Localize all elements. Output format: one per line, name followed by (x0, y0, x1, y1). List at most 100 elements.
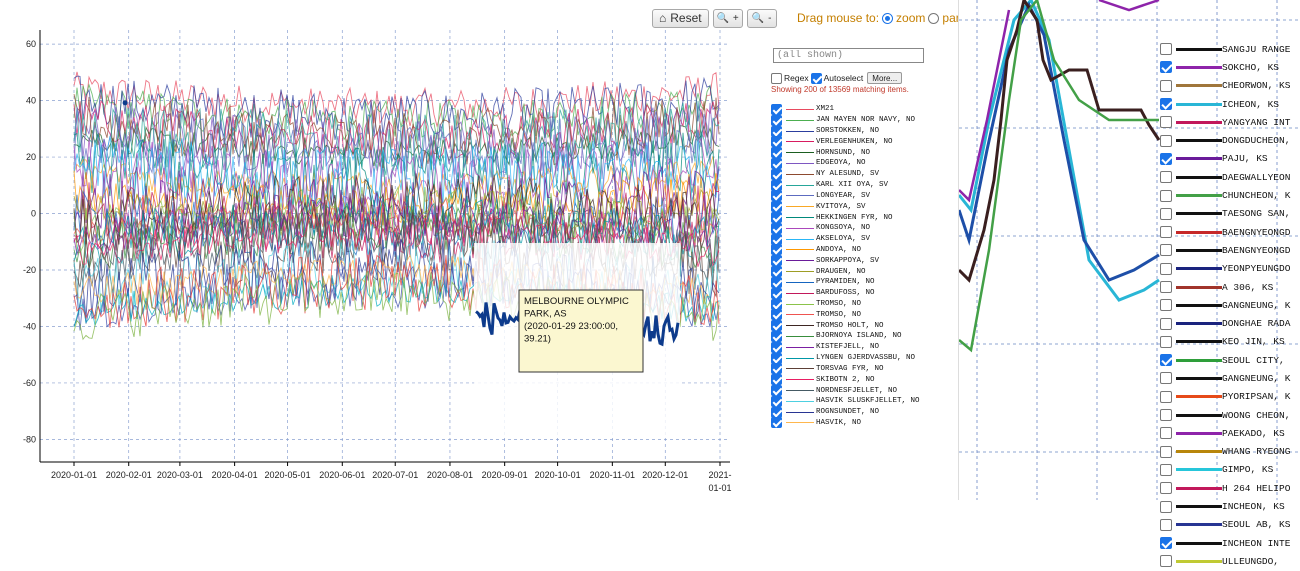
zoom-legend-checkbox[interactable] (1160, 299, 1172, 312)
zoom-legend-checkbox[interactable] (1160, 61, 1172, 74)
legend-checkbox[interactable] (771, 255, 782, 267)
legend-item[interactable]: HEKKINGEN FYR, NO (771, 212, 920, 224)
zoom-legend-checkbox[interactable] (1160, 152, 1172, 165)
zoom-legend-checkbox[interactable] (1160, 43, 1172, 56)
zoom-legend-item[interactable]: GIMPO, KS (1160, 461, 1290, 479)
legend-item[interactable]: BJORNOYA ISLAND, NO (771, 330, 920, 342)
zoom-legend-checkbox[interactable] (1160, 445, 1172, 458)
legend-item[interactable]: SKIBOTN 2, NO (771, 374, 920, 386)
legend-item[interactable]: VERLEGENHUKEN, NO (771, 136, 920, 148)
legend-checkbox[interactable] (771, 352, 782, 364)
legend-checkbox[interactable] (771, 244, 782, 256)
legend-checkbox[interactable] (771, 190, 782, 202)
legend-checkbox[interactable] (771, 168, 782, 180)
zoom-legend-item[interactable]: KEO JIN, KS (1160, 333, 1290, 351)
legend-item[interactable]: NY ALESUND, SV (771, 168, 920, 180)
zoom-legend-checkbox[interactable] (1160, 335, 1172, 348)
regex-checkbox[interactable] (771, 72, 782, 84)
legend-item[interactable]: NORDNESFJELLET, NO (771, 385, 920, 397)
reset-button[interactable]: ⌂ Reset (652, 8, 709, 28)
zoom-legend-item[interactable]: SEOUL CITY, (1160, 351, 1290, 369)
zoom-legend-item[interactable]: CHEORWON, KS (1160, 77, 1290, 95)
legend-checkbox[interactable] (771, 233, 782, 245)
zoom-legend-checkbox[interactable] (1160, 354, 1172, 367)
zoom-legend-item[interactable]: WHANG RYEONG (1160, 443, 1290, 461)
zoom-legend-checkbox[interactable] (1160, 518, 1172, 531)
zoom-legend-item[interactable]: TAESONG SAN, (1160, 205, 1290, 223)
zoom-legend-item[interactable]: BAENGNYEONGD (1160, 223, 1290, 241)
zoom-legend-checkbox[interactable] (1160, 116, 1172, 129)
legend-item[interactable]: SORKAPPOYA, SV (771, 255, 920, 267)
zoom-legend-item[interactable]: A 306, KS (1160, 278, 1290, 296)
legend-checkbox[interactable] (771, 298, 782, 310)
zoom-legend-checkbox[interactable] (1160, 555, 1172, 568)
legend-item[interactable]: PYRAMIDEN, NO (771, 276, 920, 288)
legend-checkbox[interactable] (771, 320, 782, 332)
zoom-legend-checkbox[interactable] (1160, 482, 1172, 495)
legend-checkbox[interactable] (771, 341, 782, 353)
legend-item[interactable]: SORSTOKKEN, NO (771, 125, 920, 137)
legend-item[interactable]: KVITOYA, SV (771, 201, 920, 213)
zoom-legend-item[interactable]: CHUNCHEON, K (1160, 186, 1290, 204)
zoom-legend-checkbox[interactable] (1160, 189, 1172, 202)
legend-item[interactable]: TROMSO, NO (771, 298, 920, 310)
filter-input[interactable] (773, 48, 924, 63)
legend-checkbox[interactable] (771, 103, 782, 115)
zoom-legend-checkbox[interactable] (1160, 372, 1172, 385)
zoom-legend-item[interactable]: BAENGNYEONGD (1160, 241, 1290, 259)
legend-item[interactable]: DRAUGEN, NO (771, 266, 920, 278)
legend-item[interactable]: KISTEFJELL, NO (771, 341, 920, 353)
zoom-legend-item[interactable]: SEOUL AB, KS (1160, 516, 1290, 534)
legend-item[interactable]: HASVIK, NO (771, 417, 920, 429)
legend-item[interactable]: LONGYEAR, SV (771, 190, 920, 202)
legend-item[interactable]: TROMSO HOLT, NO (771, 320, 920, 332)
legend-checkbox[interactable] (771, 136, 782, 148)
zoom-legend-checkbox[interactable] (1160, 409, 1172, 422)
zoom-legend-item[interactable]: INCHEON INTE (1160, 534, 1290, 552)
legend-item[interactable]: EDGEOYA, NO (771, 157, 920, 169)
zoom-legend-item[interactable]: YEONPYEUNGDO (1160, 260, 1290, 278)
zoom-legend-item[interactable]: SANGJU RANGE (1160, 40, 1290, 58)
legend-checkbox[interactable] (771, 276, 782, 288)
zoom-legend-checkbox[interactable] (1160, 171, 1172, 184)
zoom-legend-item[interactable]: H 264 HELIPO (1160, 479, 1290, 497)
zoom-legend-checkbox[interactable] (1160, 244, 1172, 257)
legend-checkbox[interactable] (771, 363, 782, 375)
legend-checkbox[interactable] (771, 374, 782, 386)
zoom-legend-item[interactable]: DAEGWALLYEON (1160, 168, 1290, 186)
zoom-in-button[interactable]: 🔍 + (712, 8, 743, 28)
zoom-legend-item[interactable]: ULLEUNGDO, (1160, 552, 1290, 570)
legend-checkbox[interactable] (771, 157, 782, 169)
legend-item[interactable]: ROGNSUNDET, NO (771, 406, 920, 418)
zoom-legend-item[interactable]: PAEKADO, KS (1160, 424, 1290, 442)
zoom-legend-checkbox[interactable] (1160, 427, 1172, 440)
zoom-legend-checkbox[interactable] (1160, 390, 1172, 403)
time-series-chart[interactable]: MELBOURNE OLYMPIC PARK, AS(2020-01-29 23:… (0, 30, 760, 500)
legend-item[interactable]: BARDUFOSS, NO (771, 287, 920, 299)
legend-item[interactable]: XM21 (771, 103, 920, 115)
pan-radio[interactable] (928, 12, 940, 24)
legend-item[interactable]: TROMSO, NO (771, 309, 920, 321)
legend-item[interactable]: JAN MAYEN NOR NAVY, NO (771, 114, 920, 126)
zoom-legend-item[interactable]: WOONG CHEON, (1160, 406, 1290, 424)
legend-checkbox[interactable] (771, 179, 782, 191)
zoom-legend-checkbox[interactable] (1160, 79, 1172, 92)
zoom-legend-item[interactable]: GANGNEUNG, K (1160, 369, 1290, 387)
legend-item[interactable]: LYNGEN GJERDVASSBU, NO (771, 352, 920, 364)
zoom-legend-item[interactable]: GANGNEUNG, K (1160, 296, 1290, 314)
autoselect-checkbox[interactable] (810, 72, 822, 84)
legend-checkbox[interactable] (771, 266, 782, 278)
legend-checkbox[interactable] (771, 125, 782, 137)
legend-checkbox[interactable] (771, 222, 782, 234)
zoom-legend-item[interactable]: PYORIPSAN, K (1160, 388, 1290, 406)
legend-checkbox[interactable] (771, 395, 782, 407)
zoom-legend-checkbox[interactable] (1160, 98, 1172, 111)
zoom-legend-item[interactable]: DONGHAE RADA (1160, 314, 1290, 332)
zoom-legend-checkbox[interactable] (1160, 134, 1172, 147)
legend-item[interactable]: KONGSOYA, NO (771, 222, 920, 234)
legend-item[interactable]: TORSVAG FYR, NO (771, 363, 920, 375)
zoom-legend-checkbox[interactable] (1160, 207, 1172, 220)
legend-checkbox[interactable] (771, 309, 782, 321)
zoom-out-button[interactable]: 🔍 - (746, 8, 777, 28)
zoom-legend-item[interactable]: SOKCHO, KS (1160, 58, 1290, 76)
